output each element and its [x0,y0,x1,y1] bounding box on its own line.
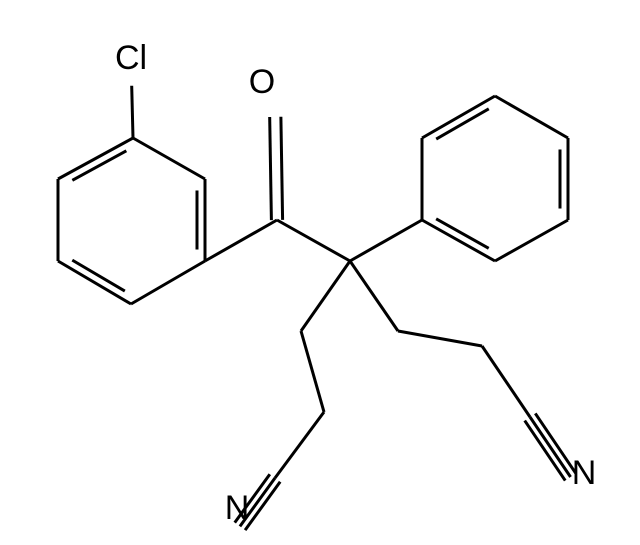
molecule-diagram: Cl O N N [0,0,640,545]
atom-label-n2: N [572,454,597,492]
atom-label-cl: Cl [115,39,147,77]
atom-label-n1: N [225,489,250,527]
atom-label-o: O [249,63,275,101]
